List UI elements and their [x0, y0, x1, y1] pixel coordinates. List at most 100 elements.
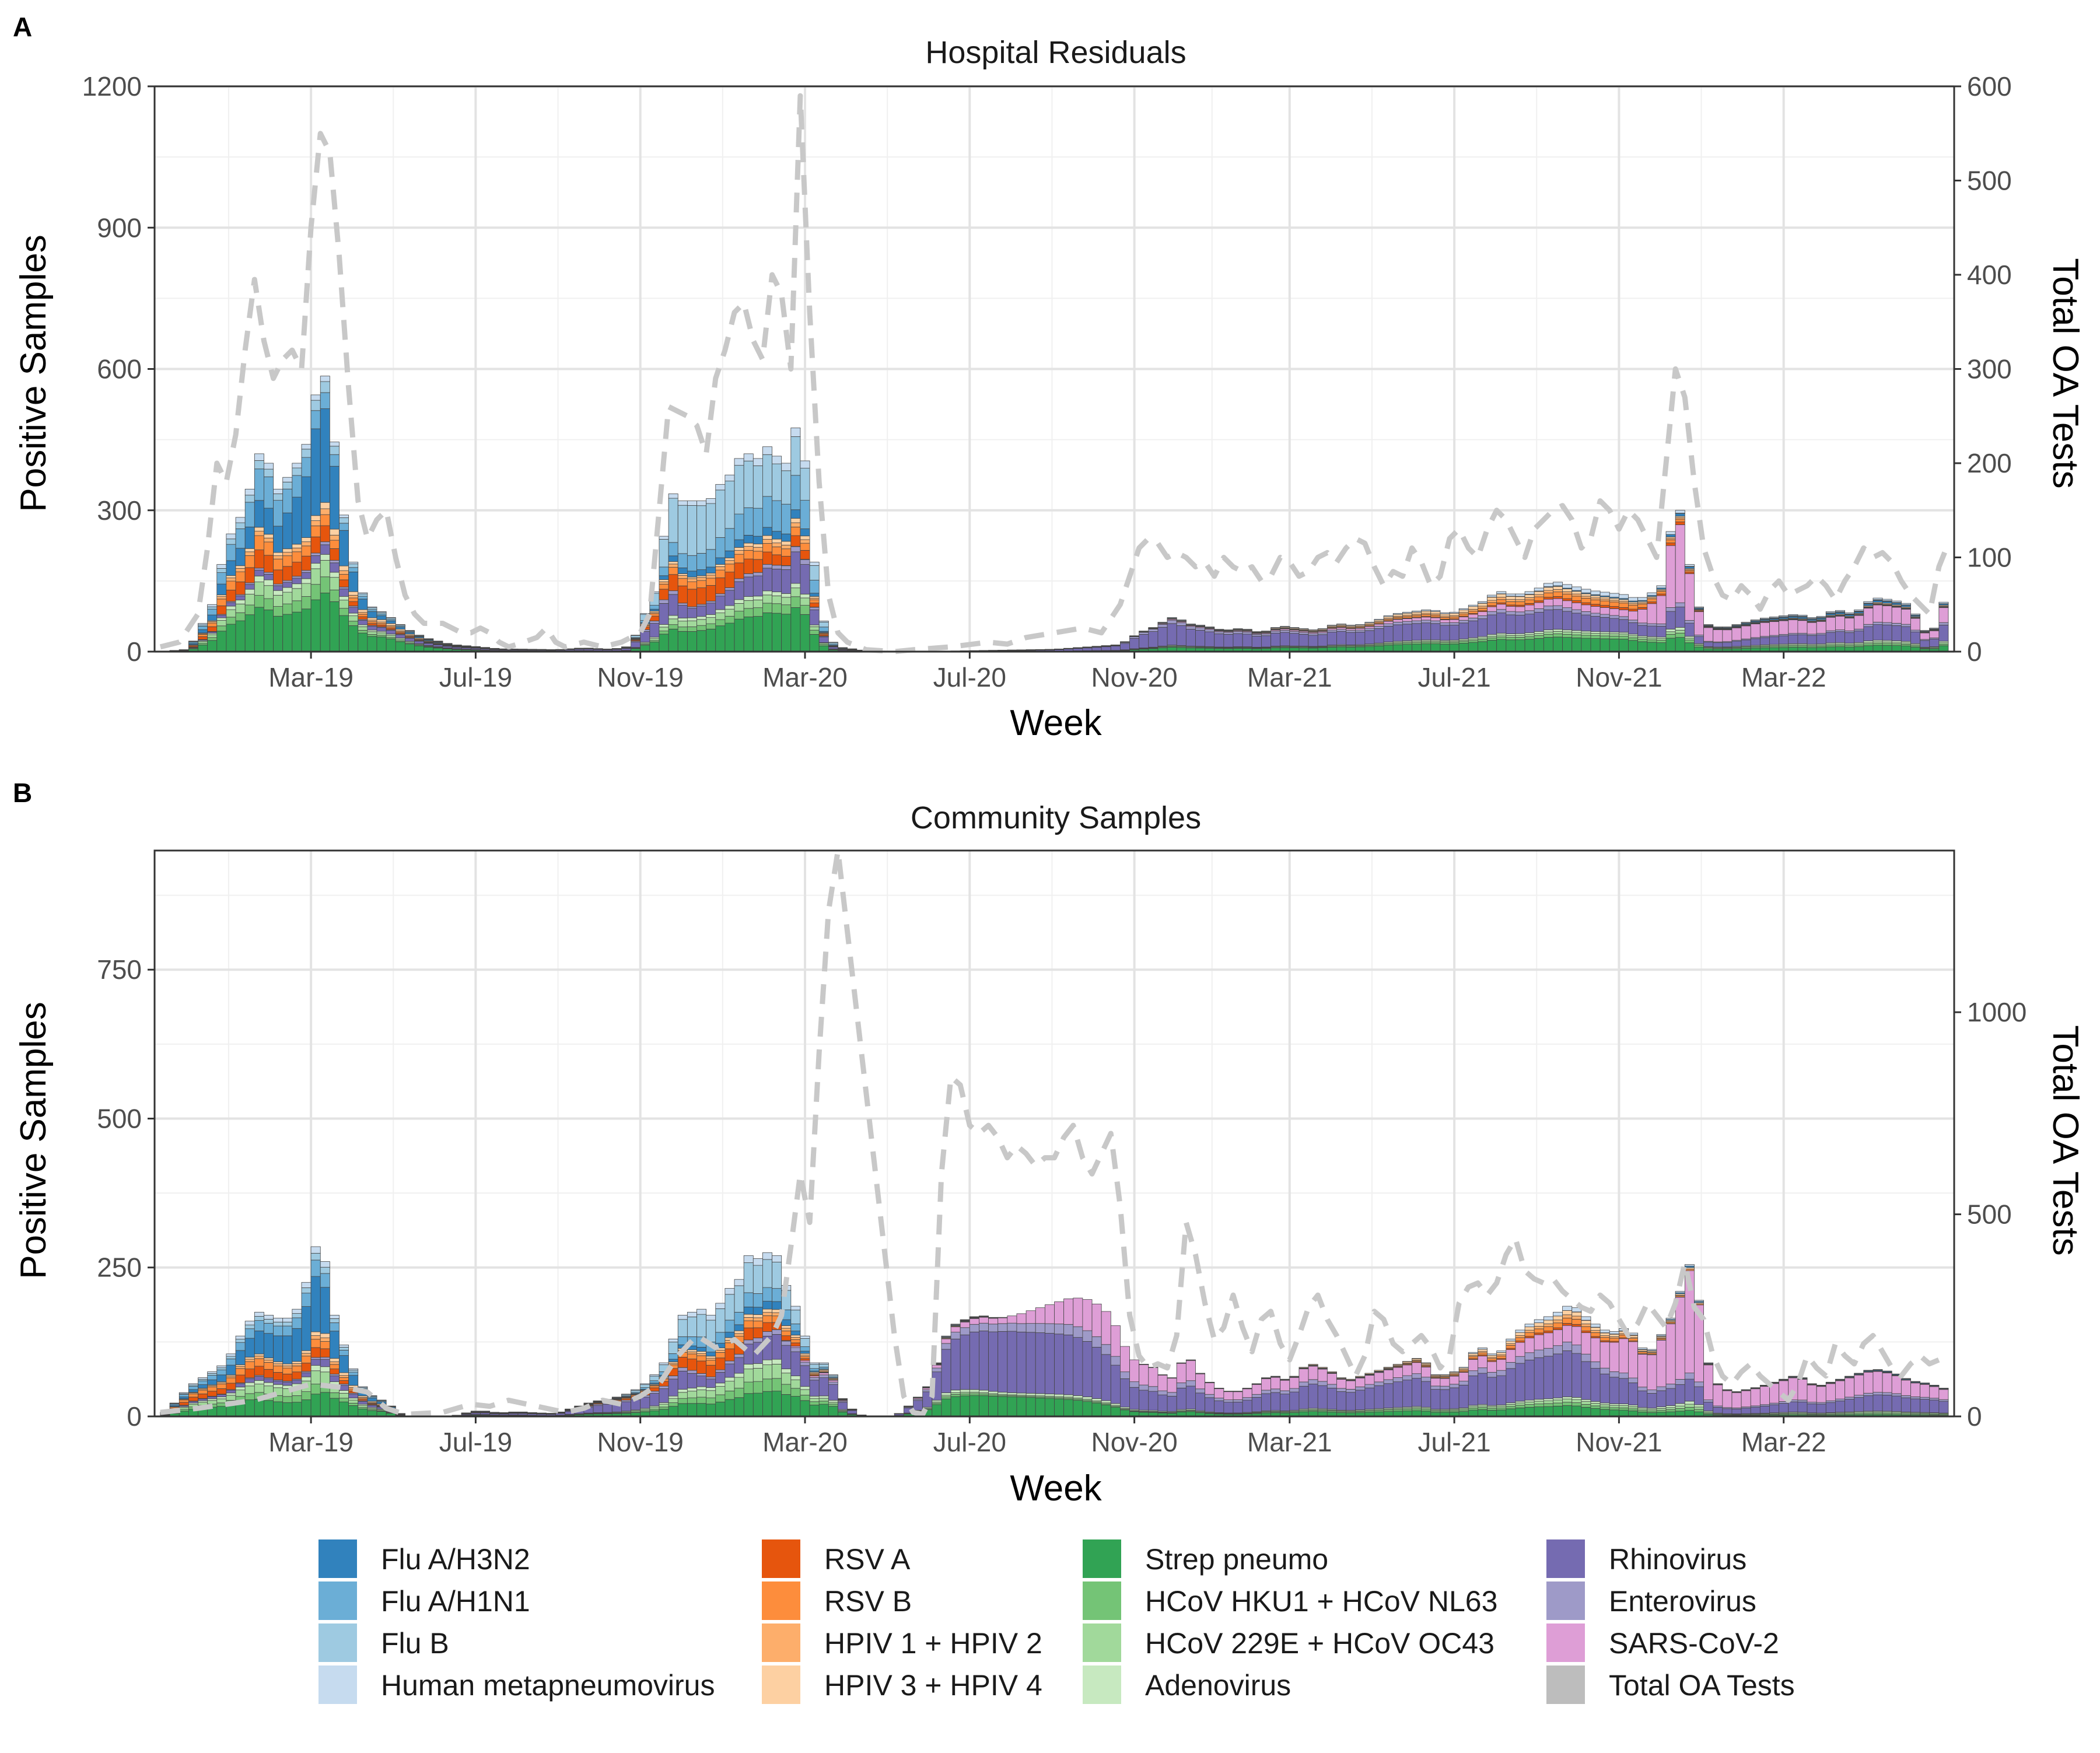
bar-segment — [819, 1363, 828, 1364]
bar-segment — [1666, 543, 1675, 546]
bar-segment — [274, 1384, 283, 1388]
bar-week-a — [1629, 597, 1638, 652]
bar-week-b — [302, 1282, 311, 1416]
bar-week-a — [1412, 611, 1422, 652]
bar-segment — [330, 563, 339, 572]
bar-segment — [706, 1356, 716, 1358]
bar-segment — [706, 1377, 716, 1379]
bar-segment — [254, 531, 264, 536]
bar-segment — [320, 376, 330, 382]
bar-week-b — [1035, 1308, 1045, 1416]
bar-segment — [245, 568, 254, 583]
bar-segment — [254, 460, 264, 468]
bar-segment — [1553, 629, 1562, 632]
bar-segment — [340, 575, 349, 580]
bar-segment — [1910, 614, 1920, 615]
bar-segment — [1741, 626, 1751, 639]
bar-segment — [819, 637, 828, 643]
bar-week-b — [960, 1320, 970, 1416]
bar-segment — [254, 570, 264, 576]
bar-segment — [1365, 622, 1374, 623]
bar-segment — [828, 647, 838, 649]
bar-segment — [170, 650, 179, 651]
bar-segment — [1468, 605, 1478, 606]
bar-segment — [575, 648, 584, 649]
y2-tick-label-a: 600 — [1967, 71, 2012, 102]
bar-segment — [1158, 1375, 1167, 1391]
bar-segment — [330, 1331, 339, 1359]
bar-segment — [330, 1398, 339, 1416]
bar-segment — [236, 1350, 245, 1364]
bar-segment — [1035, 1398, 1045, 1416]
bar-segment — [340, 1393, 349, 1398]
bar-segment — [1422, 623, 1431, 640]
bar-segment — [734, 1286, 744, 1313]
bar-segment — [330, 454, 339, 466]
bar-week-a — [292, 463, 302, 652]
bar-week-b — [1092, 1304, 1101, 1416]
bar-segment — [1930, 631, 1939, 638]
bar-segment — [1412, 611, 1422, 612]
bar-segment — [810, 1376, 819, 1378]
bar-segment — [744, 454, 753, 461]
bar-segment — [659, 582, 668, 584]
bar-segment — [1478, 619, 1487, 637]
bar-segment — [716, 596, 725, 610]
bar-week-a — [1553, 582, 1562, 652]
bar-segment — [584, 648, 593, 649]
bar-segment — [1864, 608, 1873, 625]
bar-segment — [1591, 639, 1600, 652]
bar-segment — [697, 617, 706, 620]
bar-segment — [179, 1400, 188, 1402]
bar-segment — [1035, 1333, 1045, 1394]
bar-segment — [1459, 613, 1468, 614]
bar-segment — [800, 1351, 810, 1353]
bar-segment — [311, 395, 320, 400]
bar-segment — [1459, 643, 1468, 652]
bar-segment — [1431, 644, 1440, 652]
bar-segment — [744, 617, 753, 652]
bar-segment — [659, 627, 668, 631]
bar-segment — [198, 636, 208, 639]
bar-segment — [292, 1314, 302, 1318]
bar-segment — [725, 572, 734, 588]
bar-segment — [734, 1373, 744, 1377]
bar-week-a — [349, 562, 358, 652]
bar-segment — [377, 635, 386, 637]
bar-segment — [1478, 1368, 1487, 1373]
bar-segment — [1600, 634, 1609, 636]
bar-segment — [1516, 607, 1525, 612]
bar-segment — [292, 1395, 302, 1402]
bar-segment — [810, 630, 819, 634]
bar-segment — [283, 489, 292, 513]
bar-segment — [725, 561, 734, 564]
bar-segment — [1901, 644, 1910, 646]
bar-segment — [678, 568, 687, 573]
bar-week-a — [1741, 622, 1751, 652]
bar-segment — [734, 1325, 744, 1331]
bar-segment — [208, 635, 217, 638]
bar-segment — [1741, 622, 1751, 623]
bar-segment — [951, 1327, 960, 1332]
bar-segment — [772, 1378, 782, 1391]
bar-segment — [1073, 1327, 1083, 1337]
bar-segment — [1553, 606, 1562, 610]
bar-segment — [1600, 1403, 1609, 1405]
bar-segment — [1516, 1363, 1525, 1401]
bar-segment — [1459, 1381, 1468, 1385]
bar-segment — [1431, 1375, 1440, 1376]
bar-segment — [716, 1387, 725, 1395]
bar-segment — [1525, 1360, 1534, 1400]
bar-segment — [810, 600, 819, 603]
bar-week-b — [1158, 1375, 1167, 1416]
bar-segment — [1563, 1405, 1572, 1416]
bar-segment — [1083, 1397, 1092, 1399]
bar-segment — [1327, 632, 1336, 645]
bar-segment — [386, 624, 396, 625]
bar-segment — [678, 1390, 687, 1392]
bar-segment — [989, 1317, 998, 1318]
bar-segment — [734, 582, 744, 600]
bar-segment — [687, 1350, 696, 1352]
bar-segment — [1629, 1378, 1638, 1383]
bar-segment — [593, 1405, 603, 1412]
